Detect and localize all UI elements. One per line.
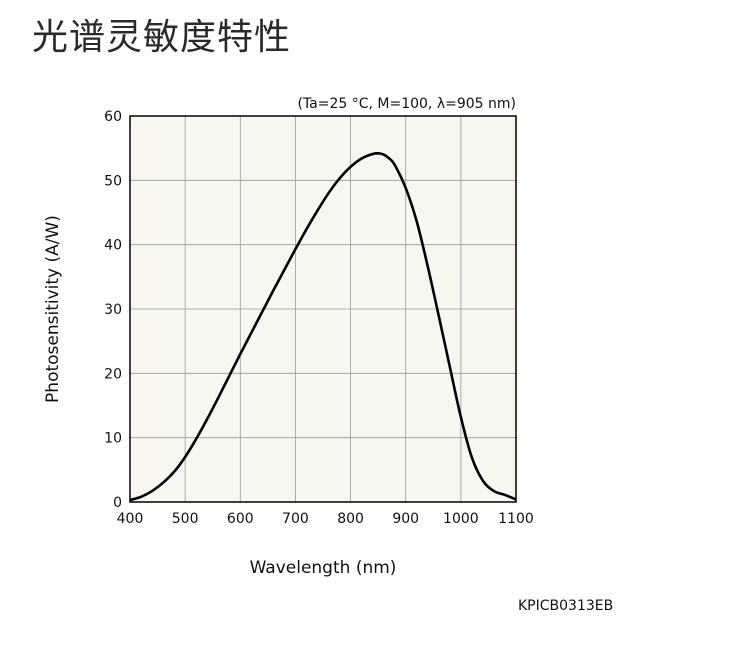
y-tick-label: 50	[104, 173, 122, 189]
y-axis-title: Photosensitivity (A/W)	[43, 215, 63, 403]
y-tick-label: 30	[104, 302, 122, 318]
x-tick-label: 700	[282, 511, 309, 527]
x-tick-label: 500	[172, 511, 199, 527]
series-line-0	[129, 151, 517, 502]
figure-code: KPICB0313EB	[518, 598, 614, 614]
y-tick-label: 0	[113, 495, 122, 511]
y-tick-labels: 0 10 20 30 40 50 60	[104, 109, 122, 511]
page-title: 光谱灵敏度特性	[32, 17, 292, 58]
measurement-condition: (Ta=25 °C, M=100, λ=905 nm)	[297, 96, 516, 112]
series-layer	[129, 151, 517, 502]
y-tick-label: 10	[104, 431, 122, 447]
x-tick-label: 400	[117, 511, 144, 527]
y-tick-label: 60	[104, 109, 122, 125]
x-tick-label: 1100	[498, 511, 534, 527]
x-tick-label: 600	[227, 511, 254, 527]
y-tick-label: 40	[104, 238, 122, 254]
y-tick-label: 20	[104, 366, 122, 382]
x-tick-label: 1000	[443, 511, 479, 527]
plot-frame	[129, 115, 517, 503]
x-tick-labels: 400 500 600 700 800 900 1000 1100	[117, 511, 534, 527]
x-axis-title: Wavelength (nm)	[250, 558, 397, 578]
x-tick-label: 800	[337, 511, 364, 527]
x-tick-label: 900	[392, 511, 419, 527]
